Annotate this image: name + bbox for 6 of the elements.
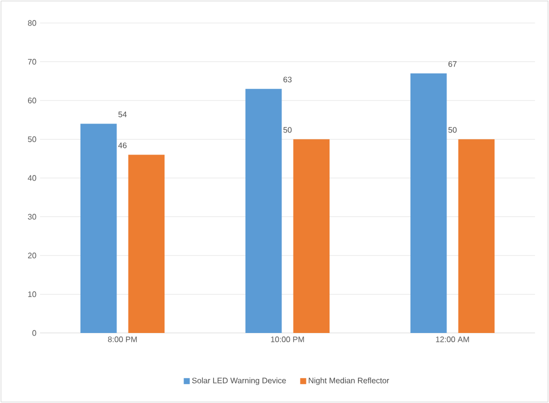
bar [128,154,165,333]
bar [458,139,495,333]
bar [293,139,330,333]
bar [80,124,117,333]
bar [245,88,282,333]
bar [410,73,447,333]
